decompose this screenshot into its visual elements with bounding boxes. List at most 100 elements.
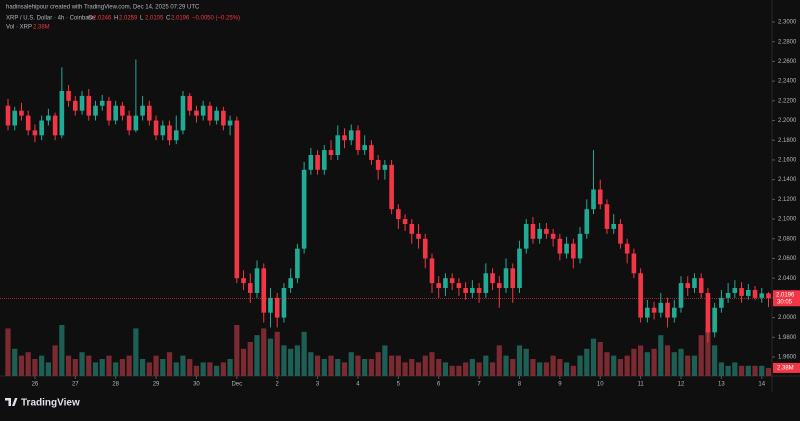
candle-body bbox=[167, 125, 172, 141]
x-tick-label: 28 bbox=[112, 382, 119, 388]
legend-label: C bbox=[166, 16, 171, 22]
legend-label: H bbox=[114, 16, 118, 22]
candle-body bbox=[638, 273, 643, 318]
volume-bar bbox=[604, 352, 610, 376]
volume-bar bbox=[617, 359, 624, 376]
candle-body bbox=[281, 288, 287, 318]
x-tick-label: 10 bbox=[597, 382, 604, 388]
legend-label: L bbox=[140, 16, 144, 22]
candle-body bbox=[685, 283, 691, 289]
candle-body bbox=[470, 288, 475, 293]
volume-bar bbox=[712, 345, 718, 376]
candle-body bbox=[160, 125, 166, 136]
volume-bar bbox=[678, 348, 684, 376]
candle-body bbox=[665, 302, 670, 318]
candle-body bbox=[436, 283, 442, 289]
candle-body bbox=[268, 297, 273, 313]
volume-bar bbox=[429, 352, 435, 376]
volume-bar bbox=[207, 362, 213, 376]
legend-label: O bbox=[88, 16, 93, 22]
candle-body bbox=[342, 135, 347, 141]
volume-bar bbox=[483, 355, 489, 376]
volume-bar bbox=[180, 355, 186, 376]
candle-body bbox=[746, 289, 751, 296]
x-tick-label: 7 bbox=[477, 382, 481, 388]
volume-bar bbox=[187, 359, 193, 376]
volume-bar bbox=[597, 342, 603, 376]
volume-bar bbox=[570, 365, 576, 376]
x-tick-label: 30 bbox=[193, 382, 200, 388]
candle-body bbox=[106, 100, 112, 121]
y-tick-label: 2.1400 bbox=[778, 177, 797, 183]
volume-bar bbox=[59, 325, 65, 376]
candle-body bbox=[241, 278, 246, 284]
candle-body bbox=[510, 268, 516, 289]
y-tick-label: 2.2800 bbox=[778, 39, 797, 45]
volume-bar bbox=[220, 362, 226, 376]
x-tick-label: Dec bbox=[231, 382, 242, 388]
candle-body bbox=[645, 307, 650, 318]
candle-body bbox=[389, 164, 394, 210]
volume-bar bbox=[476, 362, 482, 376]
volume-bar bbox=[254, 335, 260, 376]
volume-bar bbox=[543, 362, 549, 376]
volume-bar bbox=[65, 355, 72, 376]
candle-body bbox=[739, 288, 744, 296]
volume-bar bbox=[624, 355, 630, 376]
candle-body bbox=[120, 105, 125, 116]
candle-body bbox=[147, 105, 152, 121]
volume-bar bbox=[247, 342, 253, 376]
candle-body bbox=[322, 150, 327, 170]
volume-bar bbox=[368, 359, 375, 376]
volume-bar bbox=[409, 359, 415, 376]
legend-value: 2.0196 bbox=[171, 16, 190, 22]
candle-body bbox=[227, 120, 233, 126]
volume-bar bbox=[146, 362, 152, 376]
x-tick-label: 6 bbox=[437, 382, 441, 388]
candle-body bbox=[463, 288, 468, 293]
volume-bar bbox=[590, 338, 597, 376]
x-tick-label: 29 bbox=[153, 382, 160, 388]
candle-body bbox=[73, 100, 78, 111]
candle-body bbox=[651, 307, 657, 313]
candle-body bbox=[443, 278, 448, 289]
candle-body bbox=[315, 155, 320, 170]
volume-bar bbox=[227, 359, 233, 376]
candle-body bbox=[200, 105, 206, 116]
volume-bar bbox=[523, 348, 529, 376]
volume-bar bbox=[563, 362, 570, 376]
candle-body bbox=[416, 233, 421, 239]
candle-body bbox=[698, 278, 704, 293]
volume-bar bbox=[375, 352, 381, 376]
volume-bar bbox=[166, 352, 173, 376]
volume-bar bbox=[281, 345, 287, 376]
volume-bar bbox=[611, 355, 617, 376]
candle-body bbox=[692, 278, 697, 289]
candle-body bbox=[362, 145, 367, 151]
volume-bar bbox=[200, 362, 206, 376]
candle-body bbox=[66, 90, 71, 101]
volume-bar bbox=[288, 348, 294, 376]
volume-bar bbox=[214, 365, 220, 376]
x-tick-label: 2 bbox=[276, 382, 280, 388]
y-tick-label: 2.0800 bbox=[778, 236, 797, 242]
candle-body bbox=[725, 292, 731, 298]
candle-body bbox=[32, 130, 38, 136]
volume-bar bbox=[321, 359, 327, 376]
change: −0.0050 (−0.25%) bbox=[192, 16, 240, 22]
candle-body bbox=[422, 238, 428, 259]
volume-bar bbox=[442, 362, 449, 376]
candle-body bbox=[348, 130, 354, 141]
volume-bar bbox=[489, 362, 496, 376]
candle-body bbox=[274, 297, 280, 318]
brand: TradingView bbox=[21, 398, 80, 409]
volume-bar bbox=[362, 359, 368, 376]
volume-bar bbox=[395, 355, 401, 376]
volume-bar bbox=[415, 362, 422, 376]
candle-body bbox=[523, 223, 529, 249]
candle-body bbox=[19, 110, 24, 116]
candle-body bbox=[5, 105, 11, 126]
volume-tag-value: 2.38M bbox=[777, 365, 794, 371]
candle-body bbox=[133, 115, 139, 131]
volume-bar bbox=[664, 345, 671, 376]
